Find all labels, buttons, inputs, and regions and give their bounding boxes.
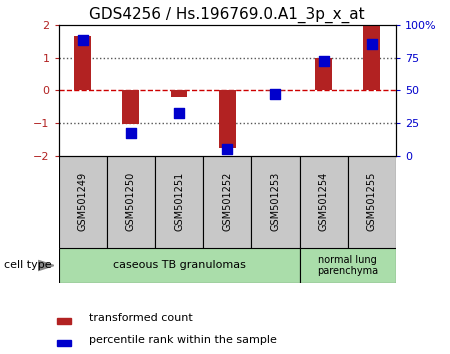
Bar xyxy=(315,57,332,90)
Bar xyxy=(300,248,396,283)
Bar xyxy=(300,156,348,248)
Text: GSM501253: GSM501253 xyxy=(270,172,280,232)
Point xyxy=(176,110,183,115)
Text: transformed count: transformed count xyxy=(89,313,192,323)
Bar xyxy=(364,25,380,90)
Bar xyxy=(107,156,155,248)
Bar xyxy=(155,156,203,248)
Point xyxy=(224,147,231,152)
Bar xyxy=(58,156,107,248)
Point xyxy=(127,131,135,136)
Bar xyxy=(122,90,139,124)
Point xyxy=(320,59,327,64)
Bar xyxy=(171,90,188,97)
Bar xyxy=(57,318,71,324)
Bar xyxy=(348,156,396,248)
Bar xyxy=(58,248,300,283)
Title: GDS4256 / Hs.196769.0.A1_3p_x_at: GDS4256 / Hs.196769.0.A1_3p_x_at xyxy=(90,7,365,23)
Text: GSM501254: GSM501254 xyxy=(319,172,328,232)
Text: cell type: cell type xyxy=(4,261,52,270)
Bar xyxy=(74,36,91,90)
Bar xyxy=(203,156,252,248)
Bar xyxy=(252,156,300,248)
Text: GSM501250: GSM501250 xyxy=(126,172,136,232)
Text: GSM501252: GSM501252 xyxy=(222,172,232,232)
Text: normal lung
parenchyma: normal lung parenchyma xyxy=(317,255,378,276)
Point xyxy=(79,38,86,43)
Point xyxy=(368,41,375,47)
Bar xyxy=(267,90,284,91)
Text: caseous TB granulomas: caseous TB granulomas xyxy=(112,261,245,270)
Text: percentile rank within the sample: percentile rank within the sample xyxy=(89,335,276,346)
Text: GSM501251: GSM501251 xyxy=(174,172,184,232)
Polygon shape xyxy=(38,261,54,270)
Point xyxy=(272,91,279,97)
Text: GSM501249: GSM501249 xyxy=(77,172,88,232)
Bar xyxy=(219,90,236,148)
Text: GSM501255: GSM501255 xyxy=(367,172,377,232)
Bar xyxy=(57,340,71,346)
